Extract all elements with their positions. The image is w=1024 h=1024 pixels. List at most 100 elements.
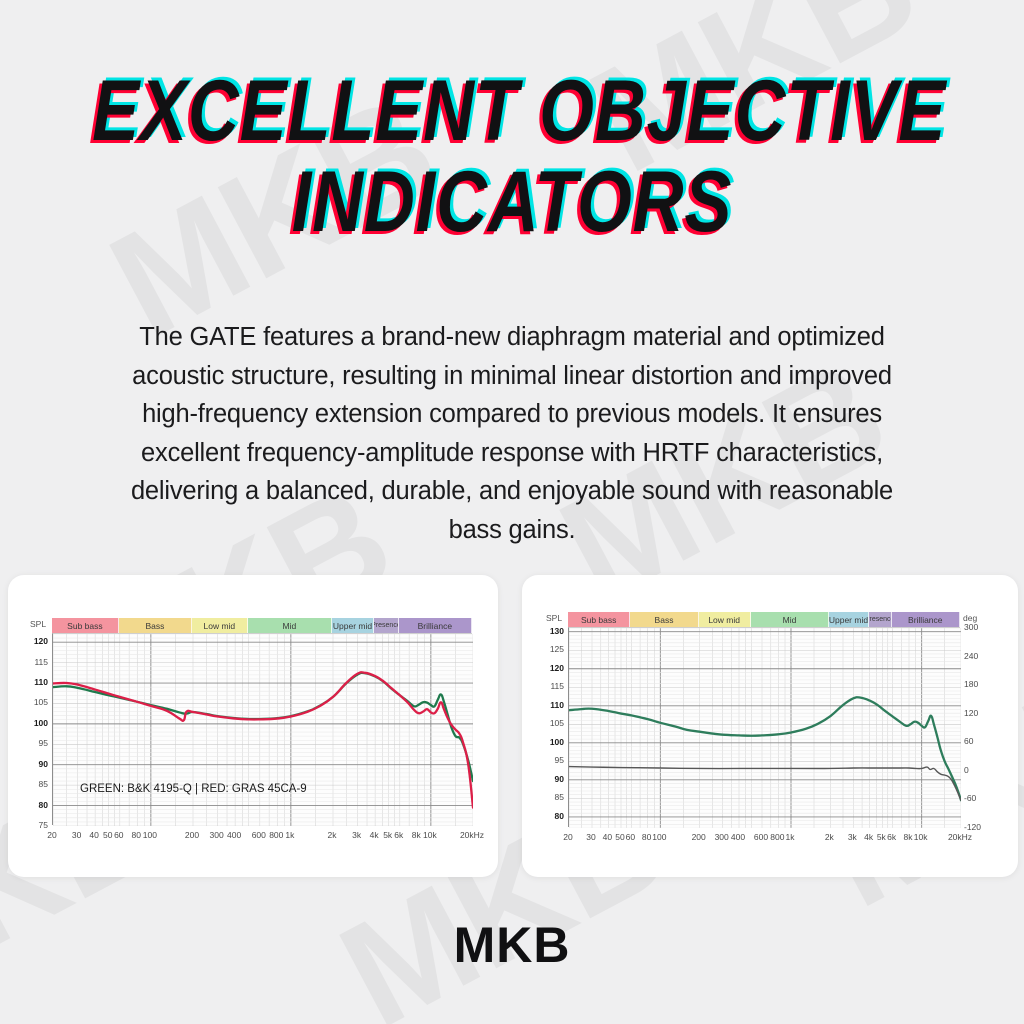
x-tick-label: 5k [876, 832, 886, 842]
y-tick-label: 100 [33, 717, 48, 728]
x-tick-label: 2k [824, 832, 834, 842]
y-tick-label: 80 [38, 799, 48, 810]
x-tick-label: 3k [352, 830, 362, 840]
x-tick-label: 60 [625, 832, 636, 842]
y-tick-label: 80 [554, 810, 564, 821]
y-tick-label: 75 [38, 820, 48, 830]
y-tick-label: 95 [554, 755, 564, 766]
y2-tick-label: 180 [964, 679, 979, 690]
left-chart-plot-area [52, 633, 473, 826]
brand-logo: MKB [453, 917, 571, 973]
x-tick-label: 400 [730, 832, 746, 842]
y2-tick-label: 300 [964, 622, 979, 632]
x-tick-label: 400 [227, 830, 242, 840]
band-brilliance: Brilliance [891, 612, 960, 627]
x-tick-label: 40 [602, 832, 613, 842]
band-brilliance: Brilliance [398, 618, 472, 633]
x-tick-label: 200 [184, 830, 200, 840]
x-tick-label: 4k [369, 830, 379, 840]
x-tick-label: 50 [615, 832, 625, 842]
band-sub-bass: Sub bass [568, 612, 631, 627]
x-tick-label: 80 [131, 830, 142, 840]
headline-line-2: INDICATORS [291, 154, 733, 251]
series-gras-45ca-9 [53, 671, 473, 809]
x-tick-label: 8k [903, 832, 913, 842]
chart-legend-note: GREEN: B&K 4195-Q | RED: GRAS 45CA-9 [80, 783, 307, 795]
band-low-mid: Low mid [698, 612, 751, 627]
description-paragraph: The GATE features a brand-new diaphragm … [130, 323, 894, 544]
series-phase [569, 765, 961, 802]
x-tick-label: 20 [47, 830, 57, 840]
x-tick-label: 30 [586, 832, 596, 842]
description-block: The GATE features a brand-new diaphragm … [112, 318, 912, 549]
y-tick-label: 110 [34, 677, 48, 688]
y2-axis-unit-label: deg [963, 613, 978, 623]
x-tick-label: 300 [714, 832, 729, 842]
headline-line-1: EXCELLENT OBJECTIVE [92, 63, 947, 159]
band-low-mid: Low mid [191, 618, 248, 633]
y-tick-label: 120 [549, 662, 564, 673]
y-axis-unit-label: SPL [546, 613, 563, 623]
y-tick-label: 90 [38, 758, 48, 769]
y-axis-unit-label: SPL [30, 619, 47, 629]
x-tick-label: 600 [753, 832, 769, 842]
y-tick-label: 100 [549, 736, 564, 747]
band-bass: Bass [630, 612, 699, 627]
band-presence: Presence [868, 612, 892, 627]
x-tick-label: 3k [847, 832, 857, 842]
x-tick-label: 10k [422, 830, 437, 840]
x-tick-label: 60 [114, 830, 124, 840]
x-tick-label: 50 [102, 830, 113, 840]
y-tick-label: 85 [554, 792, 564, 803]
y-tick-label: 120 [33, 636, 48, 647]
x-tick-label: 800 [770, 832, 785, 842]
x-tick-label: 600 [251, 830, 266, 840]
x-tick-label: 6k [887, 832, 897, 842]
page-title: EXCELLENT OBJECTIVE INDICATORS [0, 63, 1024, 251]
x-tick-label: 5k [383, 830, 393, 840]
y2-tick-label: 240 [964, 650, 979, 661]
y2-tick-label: 120 [964, 707, 979, 718]
y-tick-label: 130 [549, 625, 564, 636]
y-tick-label: 90 [554, 773, 564, 784]
y2-tick-label: -120 [964, 822, 982, 832]
x-tick-label: 40 [89, 830, 99, 840]
y-tick-label: 105 [549, 718, 564, 729]
band-upper-mid: Upper mid [331, 618, 375, 633]
y2-tick-label: 0 [964, 764, 969, 775]
band-sub-bass: Sub bass [52, 618, 119, 633]
y2-tick-label: -60 [964, 793, 977, 804]
band-bass: Bass [118, 618, 192, 633]
band-mid: Mid [247, 618, 332, 633]
x-tick-label: 1k [285, 830, 295, 840]
band-mid: Mid [750, 612, 830, 627]
x-tick-label: 10k [913, 832, 928, 842]
y-tick-label: 115 [550, 681, 564, 692]
x-tick-label: 6k [394, 830, 404, 840]
x-tick-label: 4k [864, 832, 874, 842]
x-tick-label: 100 [652, 832, 667, 842]
y-tick-label: 110 [550, 699, 564, 710]
band-upper-mid: Upper mid [829, 612, 869, 627]
x-tick-label: 200 [691, 832, 706, 842]
band-presence: Presence [374, 618, 399, 633]
x-tick-label: 20kHz [459, 830, 485, 840]
x-tick-label: 1k [785, 832, 795, 842]
x-tick-label: 80 [641, 832, 652, 842]
series-spl [569, 696, 961, 802]
y-tick-label: 115 [34, 656, 48, 667]
x-tick-label: 30 [71, 830, 82, 840]
x-tick-label: 800 [269, 830, 284, 840]
y-tick-label: 125 [549, 644, 564, 655]
x-tick-label: 300 [209, 830, 224, 840]
y-tick-label: 105 [33, 697, 48, 708]
x-tick-label: 100 [142, 830, 157, 840]
x-tick-label: 20kHz [947, 832, 973, 842]
